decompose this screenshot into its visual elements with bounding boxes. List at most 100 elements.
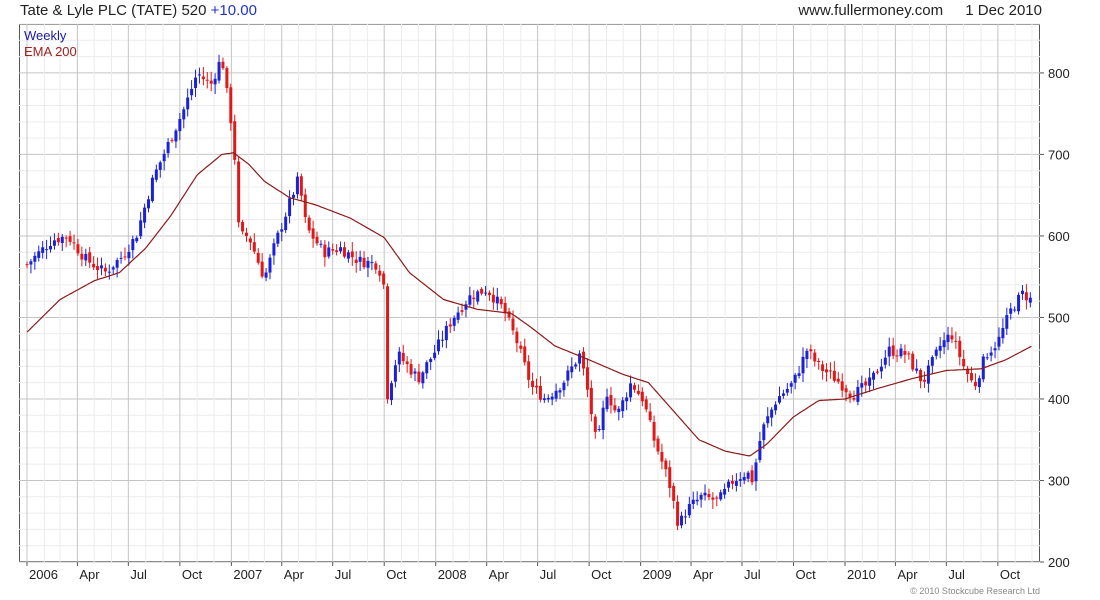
candle-body (582, 351, 586, 369)
candle-body (523, 346, 527, 363)
candle-body (80, 253, 84, 260)
candle-body (903, 350, 907, 355)
candle-body (190, 88, 194, 96)
candle-body (292, 194, 296, 198)
candle-body (554, 390, 558, 399)
candle-body (574, 364, 578, 367)
candle-body (531, 380, 535, 388)
candle-body (742, 476, 746, 481)
chart-title-line: Tate & Lyle PLC (TATE) 520 +10.00 (20, 2, 257, 19)
candle-body (84, 253, 88, 261)
candle-body (264, 272, 268, 278)
candle-body (734, 481, 738, 486)
candle-body (225, 68, 229, 89)
candle-body (480, 288, 484, 294)
candle-body (844, 388, 848, 393)
candle-body (139, 220, 143, 237)
candle-body (632, 385, 636, 390)
candle-body (966, 368, 970, 375)
candle-body (915, 368, 919, 371)
candle-body (993, 348, 997, 351)
candle-body (346, 252, 350, 259)
candle-body (437, 339, 441, 352)
candle-body (241, 222, 245, 232)
candle-body (950, 335, 954, 340)
candle-body (1024, 292, 1028, 301)
candle-body (648, 411, 652, 421)
x-tick-label: Apr (693, 567, 714, 582)
candle-body (629, 383, 633, 398)
candle-body (41, 247, 45, 253)
candle-body (766, 416, 770, 424)
candle-body (433, 352, 437, 359)
candle-body (668, 467, 672, 489)
ema-200-line (26, 152, 1032, 457)
candle-body (201, 76, 205, 80)
candle-body (750, 470, 754, 483)
candle-body (64, 237, 68, 239)
candle-body (946, 334, 950, 343)
candle-body (476, 291, 480, 302)
candle-body (288, 198, 292, 217)
x-tick-label: Jul (130, 567, 147, 582)
candle-body (284, 216, 288, 231)
candle-body (954, 340, 958, 342)
x-tick-label: Apr (79, 567, 100, 582)
candle-body (911, 353, 915, 370)
candle-body (538, 385, 542, 400)
candle-body (37, 251, 41, 258)
x-tick-label: 2006 (29, 567, 58, 582)
candle-body (770, 409, 774, 418)
candle-body (699, 494, 703, 500)
candle-body (672, 485, 676, 501)
candle-body (319, 243, 323, 245)
candle-body (323, 244, 327, 258)
candle-body (801, 356, 805, 374)
candle-body (691, 499, 695, 505)
candle-body (425, 362, 429, 374)
candle-body (123, 256, 127, 258)
candle-body (609, 395, 613, 406)
candle-body (601, 407, 605, 431)
candle-body (875, 371, 879, 373)
candle-body (29, 261, 33, 265)
candle-body (374, 263, 378, 270)
candle-body (260, 261, 264, 277)
candle-body (331, 249, 335, 251)
candle-body (174, 130, 178, 142)
candle-body (762, 424, 766, 441)
candle-body (143, 207, 147, 223)
candle-body (621, 400, 625, 412)
x-tick-label: 2009 (643, 567, 672, 582)
x-tick-label: 2008 (438, 567, 467, 582)
candle-body (907, 353, 911, 355)
candle-body (613, 405, 617, 411)
candle-body (942, 340, 946, 348)
candle-body (566, 370, 570, 381)
candle-body (923, 379, 927, 382)
candle-body (683, 516, 687, 518)
candle-body (503, 302, 507, 314)
candle-body (958, 340, 962, 358)
candle-body (154, 169, 158, 180)
candle-body (860, 383, 864, 388)
candle-body (828, 370, 832, 372)
x-tick-label: 2010 (847, 567, 876, 582)
source-site: www.fullermoney.com (798, 2, 944, 19)
candle-body (76, 244, 80, 254)
candle-body (558, 390, 562, 393)
chart-source-line: www.fullermoney.com 1 Dec 2010 (798, 2, 1042, 19)
candle-body (92, 263, 96, 268)
candle-body (456, 312, 460, 320)
legend-weekly: Weekly (24, 28, 67, 43)
candle-body (840, 381, 844, 391)
candle-body (970, 373, 974, 381)
candle-body (797, 373, 801, 376)
candle-body (973, 381, 977, 387)
candle-body (680, 515, 684, 526)
candle-body (883, 357, 887, 365)
candle-body (895, 355, 899, 357)
y-tick-label: 600 (1048, 229, 1070, 244)
candle-body (354, 259, 358, 264)
candle-body (727, 481, 731, 488)
